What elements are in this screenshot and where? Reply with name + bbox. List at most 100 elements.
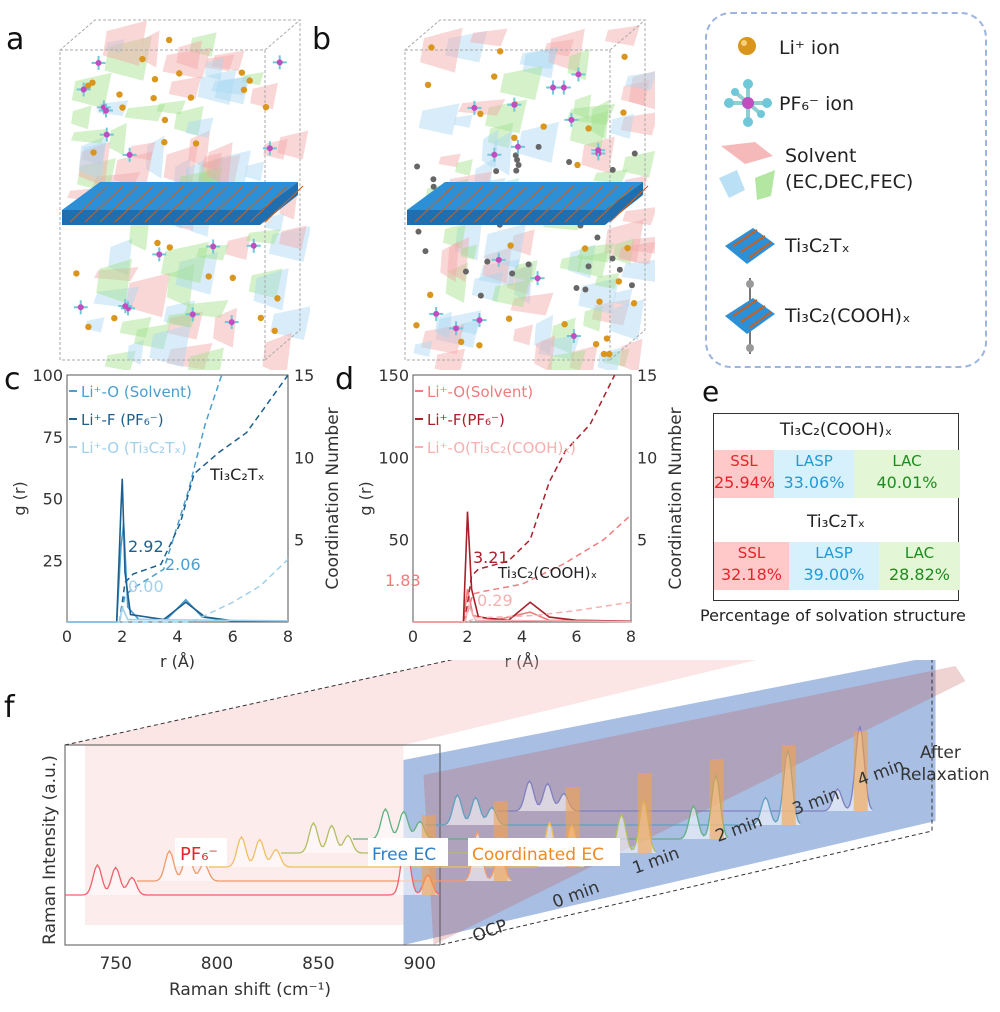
cooh-atom — [594, 234, 601, 241]
x-axis-label: r (Å) — [160, 652, 195, 671]
y2-tick-label: 5 — [637, 531, 647, 550]
solvent-molecule — [277, 130, 309, 160]
cooh-atom — [628, 282, 635, 289]
y2-tick-label: 10 — [294, 448, 314, 467]
solvent-molecule — [499, 65, 543, 101]
solvent-molecule — [102, 20, 148, 66]
spectrum-line-0 — [65, 838, 441, 896]
rdf-line-2 — [413, 603, 632, 623]
solvent-molecule — [547, 350, 586, 370]
y2-tick-label: 10 — [637, 448, 657, 467]
li-ion-sphere-icon — [738, 37, 756, 55]
solvent-molecule — [604, 219, 644, 263]
ti-row — [69, 185, 109, 223]
solvent-molecule — [514, 262, 534, 304]
solvent-molecule — [166, 311, 198, 328]
cooh-atom — [484, 258, 491, 265]
pf6-molecule-icon — [724, 79, 772, 127]
legend-li-ion: Li⁺ ion — [779, 37, 840, 59]
spectrum-line-2 — [209, 821, 585, 868]
solvent-molecule — [197, 69, 237, 105]
solvent-molecule — [70, 128, 108, 144]
region-label-bg — [368, 838, 448, 866]
pf6-p-atom — [189, 311, 196, 318]
cooh-atom — [535, 143, 542, 150]
ti-row — [594, 185, 634, 223]
solvent-molecule — [435, 311, 452, 339]
li-ion — [457, 338, 465, 346]
pf6-p-atom — [534, 275, 541, 282]
legend-entry: Li⁺-F (PF₆⁻) — [81, 411, 164, 429]
li-ion — [119, 104, 126, 111]
cooh-atom — [582, 286, 589, 293]
solvent-molecule — [248, 268, 283, 299]
coord-region-plane — [423, 666, 966, 945]
coord-ec-band-4 — [709, 759, 724, 839]
y-tick-label: 150 — [378, 366, 409, 385]
solvent-molecule — [517, 121, 560, 163]
li-ion — [161, 139, 168, 146]
solvent-molecule — [479, 259, 520, 287]
solvent-molecule — [71, 105, 92, 130]
simulation-box-side — [609, 20, 646, 361]
solvent-molecule — [206, 142, 233, 187]
li-ion — [240, 86, 248, 94]
solvent-molecule — [485, 99, 528, 134]
solvent-molecule — [622, 207, 655, 226]
solvent-molecule — [458, 99, 506, 116]
rdf-line-1 — [413, 511, 632, 623]
solvent-molecule — [573, 94, 592, 119]
y-axis-label: g (r) — [10, 481, 29, 515]
pf6-p-atom — [228, 319, 235, 326]
cooh-atom — [430, 183, 437, 190]
pf6-p-atom — [568, 116, 575, 123]
cooh-atom — [525, 261, 532, 268]
panel-label-c: c — [4, 362, 21, 397]
cooh-atom — [513, 167, 520, 174]
solvent-molecule — [591, 299, 631, 326]
pf6-p-atom — [560, 84, 567, 91]
solvent-molecule — [438, 153, 461, 168]
solvent-molecule — [454, 218, 483, 261]
solvent-molecule — [211, 50, 245, 72]
solvent-molecule — [211, 76, 251, 96]
chart-d-rdf: 0 2 4 6 8 50 100 150 5 10 15 r (Å) g (r) Coordination… — [356, 366, 686, 671]
solvent-molecule — [71, 72, 112, 109]
solvent-molecule — [482, 246, 512, 284]
solvation-cell-ssl: SSL 32.18% — [714, 542, 789, 590]
pf6-p-atom — [210, 243, 217, 250]
solvent-molecule — [455, 159, 473, 176]
x-tick-label: 4 — [172, 627, 182, 646]
solvent-molecule — [133, 323, 171, 350]
li-ion — [151, 75, 159, 83]
y-tick-label: 25 — [43, 551, 63, 570]
solvent-molecule — [263, 138, 288, 160]
cell-label: SSL — [737, 544, 766, 562]
li-ion — [150, 94, 157, 102]
simulation-box-side — [264, 20, 301, 361]
pf6-p-atom — [471, 104, 478, 111]
y-tick-label: 50 — [43, 490, 63, 509]
legend-entry: Li⁺-O (Solvent) — [81, 383, 192, 401]
solvent-molecule — [78, 135, 107, 181]
y-axis-label: Raman Intensity (a.u.) — [40, 755, 60, 945]
cooh-atom — [609, 166, 616, 173]
simulation-box-top — [58, 19, 302, 51]
solvent-molecule — [622, 151, 655, 178]
group-title: Ti₃C₂(COOH)ₓ — [779, 420, 893, 440]
panel-label-f: f — [4, 690, 15, 725]
li-ion — [413, 322, 420, 329]
li-ion — [620, 109, 627, 116]
y-axis-label: g (r) — [356, 481, 375, 515]
li-ion — [428, 44, 435, 51]
y2-tick-label: 15 — [637, 366, 657, 385]
ti-row — [474, 185, 514, 223]
li-ion — [192, 140, 200, 147]
cell-label: LAC — [904, 544, 935, 562]
chart-e-caption: Percentage of solvation structure — [700, 606, 966, 625]
cooh-atom — [477, 292, 484, 299]
solvent-molecule — [559, 254, 584, 272]
li-ion — [505, 315, 513, 322]
solvent-molecule — [250, 82, 278, 110]
li-ion — [73, 270, 80, 277]
